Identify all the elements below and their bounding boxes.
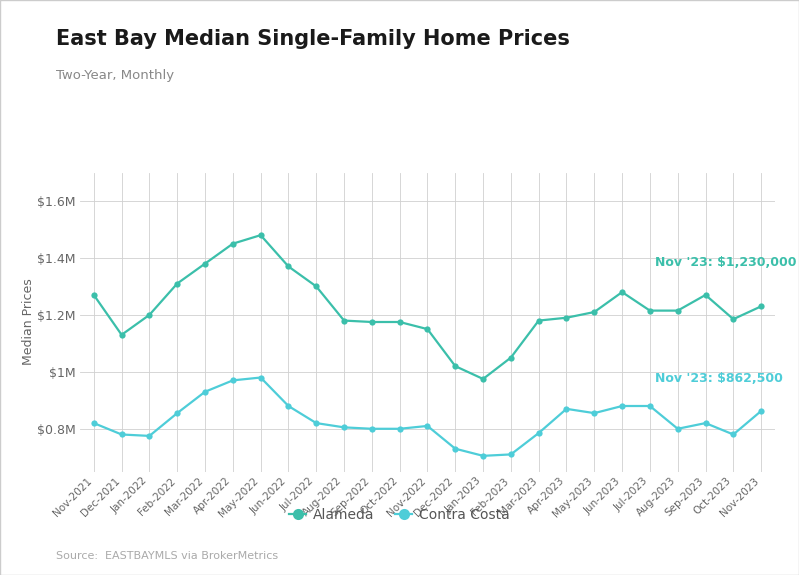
Contra Costa: [729, 431, 738, 438]
Alameda: [701, 292, 710, 298]
Contra Costa: [618, 402, 627, 409]
Contra Costa: [367, 426, 376, 432]
Contra Costa: [340, 424, 349, 431]
Contra Costa: [590, 409, 599, 416]
Alameda: [673, 307, 682, 314]
Contra Costa: [701, 420, 710, 427]
Text: Nov '23: $1,230,000: Nov '23: $1,230,000: [655, 256, 797, 269]
Contra Costa: [757, 408, 766, 415]
Alameda: [89, 292, 98, 298]
Alameda: [395, 319, 404, 325]
Contra Costa: [451, 445, 460, 452]
Line: Alameda: Alameda: [90, 232, 765, 382]
Contra Costa: [479, 453, 488, 459]
Alameda: [590, 309, 599, 316]
Alameda: [145, 312, 154, 319]
Contra Costa: [312, 420, 321, 427]
Contra Costa: [256, 374, 265, 381]
Y-axis label: Median Prices: Median Prices: [22, 279, 35, 365]
Alameda: [340, 317, 349, 324]
Text: Two-Year, Monthly: Two-Year, Monthly: [56, 69, 174, 82]
Alameda: [451, 363, 460, 370]
Alameda: [117, 331, 126, 338]
Contra Costa: [562, 405, 571, 412]
Contra Costa: [534, 430, 543, 436]
Alameda: [312, 283, 321, 290]
Contra Costa: [173, 409, 182, 416]
Alameda: [256, 232, 265, 239]
Text: Source:  EASTBAYMLS via BrokerMetrics: Source: EASTBAYMLS via BrokerMetrics: [56, 551, 278, 561]
Alameda: [729, 316, 738, 323]
Alameda: [228, 240, 237, 247]
Legend: Alameda, Contra Costa: Alameda, Contra Costa: [284, 503, 515, 528]
Alameda: [562, 315, 571, 321]
Contra Costa: [89, 420, 98, 427]
Alameda: [479, 375, 488, 382]
Contra Costa: [506, 451, 515, 458]
Alameda: [173, 280, 182, 287]
Alameda: [618, 289, 627, 296]
Contra Costa: [117, 431, 126, 438]
Contra Costa: [645, 402, 654, 409]
Contra Costa: [395, 426, 404, 432]
Line: Contra Costa: Contra Costa: [90, 374, 765, 459]
Alameda: [506, 354, 515, 361]
Alameda: [645, 307, 654, 314]
Contra Costa: [284, 402, 293, 409]
Text: Nov '23: $862,500: Nov '23: $862,500: [655, 372, 783, 385]
Contra Costa: [423, 423, 432, 430]
Alameda: [757, 303, 766, 310]
Text: East Bay Median Single-Family Home Prices: East Bay Median Single-Family Home Price…: [56, 29, 570, 49]
Alameda: [534, 317, 543, 324]
Alameda: [284, 263, 293, 270]
Alameda: [201, 260, 210, 267]
Contra Costa: [228, 377, 237, 384]
Contra Costa: [145, 432, 154, 439]
Contra Costa: [673, 426, 682, 432]
Contra Costa: [201, 388, 210, 395]
Alameda: [423, 325, 432, 332]
Alameda: [367, 319, 376, 325]
